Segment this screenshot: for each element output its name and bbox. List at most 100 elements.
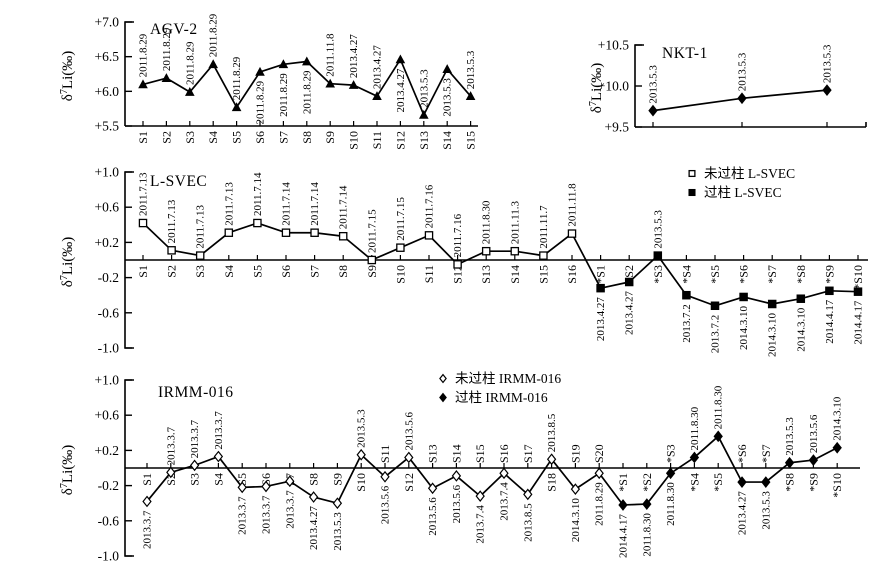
date-label: 2013.3.7 [284,490,296,529]
data-point-marker [224,228,234,237]
y-tick-label: -0.2 [98,270,119,285]
x-tick-label: *S4 [687,473,701,492]
y-tick-label: +5.5 [95,119,120,134]
data-point-marker [261,480,271,493]
y-tick-label: +10.0 [598,79,629,94]
date-label: 2013.3.7 [237,496,249,535]
x-tick-label: S13 [417,131,431,150]
data-point-marker [395,54,406,64]
date-label: 2011.8.30 [481,200,493,244]
date-label: 2011.8.29 [208,13,220,57]
x-tick-label: *S10 [830,473,844,498]
x-tick-label: S19 [568,444,582,463]
date-label: 2013.4.27 [372,45,384,90]
x-tick-label: S7 [308,265,322,278]
y-tick-label: +10.5 [598,38,629,53]
x-tick-label: S16 [565,265,579,284]
date-label: 2011.8.30 [641,513,653,557]
y-tick-label: -1.0 [98,341,120,356]
date-label: 2011.7.14 [252,172,264,216]
date-label: 2014.3.10 [767,313,779,358]
data-point-marker [784,456,795,469]
data-point-marker [253,218,262,228]
data-point-marker [453,260,462,269]
x-tick-label: S10 [393,265,407,284]
data-point-marker [442,64,452,73]
data-point-marker [419,109,429,119]
date-label: 2011.7.13 [223,182,235,226]
data-point-marker [481,246,491,256]
data-point-marker [332,497,343,510]
panel-title: NKT-1 [662,45,708,62]
data-point-marker [546,453,557,466]
date-label: 2013.7.2 [681,304,693,343]
date-label: 2013.5.3 [418,69,430,108]
date-label: 2013.5.3 [465,50,477,89]
data-point-marker [396,243,405,252]
data-point-marker [380,470,390,483]
data-point-marker [167,246,176,255]
date-label: 2013.4.27 [737,491,749,535]
x-tick-label: S9 [330,473,344,486]
date-label: 2011.8.29 [161,27,173,71]
data-point-marker [618,499,628,511]
y-axis [124,21,134,126]
data-point-marker [231,102,242,112]
date-label: 2013.7.4 [475,505,487,544]
date-label: 2011.7.13 [195,205,207,249]
panel-title: AGV-2 [150,21,198,38]
data-point-marker [439,373,447,384]
data-point-marker [688,169,696,178]
x-tick-label: S6 [259,473,273,486]
y-tick-label: +6.0 [95,84,120,99]
date-label: 2011.7.15 [395,197,407,241]
data-point-marker [737,476,747,488]
x-tick-label: S14 [508,265,522,284]
x-tick-label: S6 [279,265,293,278]
y-axis-title: δ7Li(‰) [59,237,76,288]
x-tick-label: S15 [464,131,478,150]
data-point-marker [285,475,295,488]
data-point-marker [642,498,652,510]
data-point-marker [465,91,476,100]
date-label: 2013.3.7 [189,419,201,458]
date-label: 2013.3.7 [213,411,225,450]
x-tick-label: *S6 [737,265,751,284]
x-tick-label: S12 [393,131,407,150]
date-label: 2013.5.6 [380,485,392,524]
data-point-marker [404,451,414,464]
date-label: 2011.8.29 [594,482,606,526]
x-tick-label: *S9 [806,473,820,492]
x-tick-label: S1 [140,473,154,486]
date-label: 2013.5.3 [760,491,772,530]
x-tick-label: *S3 [651,265,665,284]
y-tick-label: +9.5 [605,120,630,135]
date-label: 2014.4.17 [824,299,836,344]
data-point-marker [237,481,247,494]
date-label: 2013.5.3 [332,512,344,551]
x-tick-label: S15 [536,265,550,284]
date-label: 2011.11.8 [567,183,579,227]
date-label: 2011.7.15 [366,209,378,253]
date-label: 2013.5.6 [403,411,415,450]
data-point-marker [825,286,834,296]
data-point-marker [570,483,581,495]
x-tick-label: *S1 [594,265,608,284]
date-label: 2013.4.27 [595,297,607,342]
x-tick-label: S10 [354,473,368,492]
x-tick-label: *S1 [616,473,630,492]
y-tick-label: -0.2 [98,478,119,493]
x-tick-label: S8 [300,131,314,144]
data-point-marker [665,467,676,480]
data-series-line [142,222,859,307]
date-label: 2013.7.2 [710,315,722,354]
y-tick-label: +0.6 [95,408,120,423]
x-tick-label: S8 [307,473,321,486]
x-tick-label: *S5 [708,265,722,284]
x-tick-label: S4 [222,265,236,278]
x-tick-label: *S5 [711,473,725,492]
y-axis-title: δ7Li(‰) [59,445,76,496]
data-point-marker [310,228,319,237]
x-tick-label: S9 [365,265,379,278]
y-axis-title: δ7Li(‰) [59,51,76,102]
